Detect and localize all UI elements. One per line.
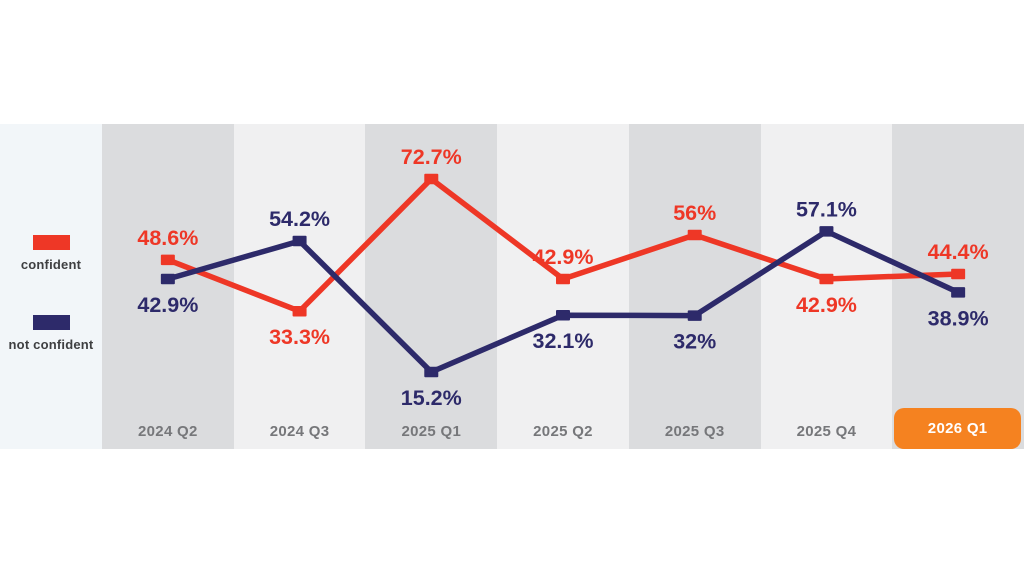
chart-region: 2024 Q2 2024 Q3 2025 Q1 2025 Q2 2025 Q3 2025 … <box>0 124 1024 449</box>
quarter-band: 2025 Q4 <box>760 124 893 449</box>
quarter-band: 2025 Q2 <box>497 124 629 449</box>
legend-panel: confident not confident <box>0 124 102 449</box>
legend-label-confident: confident <box>20 257 82 272</box>
legend-item-not-confident: not confident <box>0 315 102 352</box>
quarter-band: 2026 Q1 <box>892 124 1024 449</box>
quarter-band: 2024 Q3 <box>233 124 366 449</box>
quarter-band: 2024 Q2 <box>102 124 234 449</box>
quarter-bands: 2024 Q2 2024 Q3 2025 Q1 2025 Q2 2025 Q3 2025 … <box>0 124 1024 449</box>
axis-label: 2024 Q2 <box>138 423 198 440</box>
confident-swatch <box>32 235 70 250</box>
not-confident-swatch <box>32 315 70 330</box>
axis-label: 2025 Q1 <box>401 423 462 440</box>
axis-label: 2024 Q3 <box>269 423 330 440</box>
legend-item-confident: confident <box>0 235 102 272</box>
legend-label-not-confident: not confident <box>8 337 94 352</box>
highlighted-quarter-pill: 2026 Q1 <box>894 408 1021 449</box>
axis-label: 2025 Q4 <box>796 423 857 440</box>
quarter-band: 2025 Q1 <box>365 124 498 449</box>
axis-label: 2025 Q3 <box>664 423 725 440</box>
axis-label: 2025 Q2 <box>533 423 593 440</box>
quarter-band: 2025 Q3 <box>628 124 761 449</box>
